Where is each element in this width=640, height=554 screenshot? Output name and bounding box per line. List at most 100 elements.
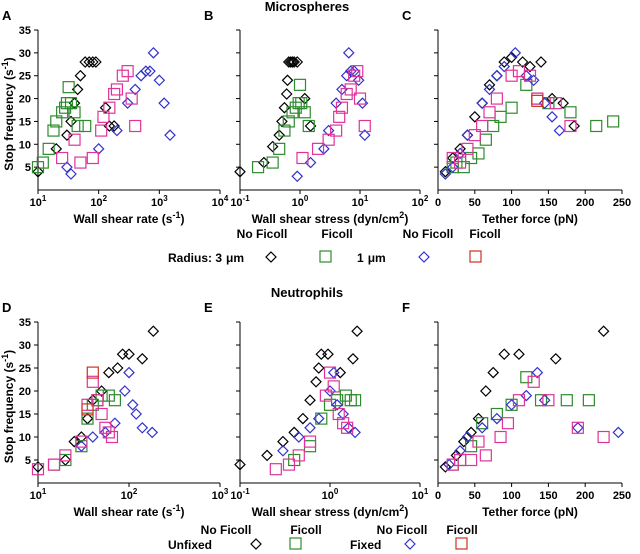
series-black-diamond — [234, 56, 317, 178]
x-tick-label: 103 — [151, 194, 168, 209]
data-point-diamond — [103, 120, 116, 132]
x-axis-label-main: Wall shear stress (dyn/cm — [252, 212, 400, 226]
data-point-square — [549, 97, 562, 110]
data-point-diamond — [513, 348, 525, 361]
data-point-diamond — [153, 74, 166, 87]
x-tick-label: 200 — [576, 490, 594, 502]
legend-radius-size: 1 — [357, 251, 364, 265]
y-axis-label-end: ) — [2, 57, 16, 61]
data-point-diamond — [102, 366, 115, 379]
data-point-diamond — [86, 56, 99, 68]
x-axis-label-end: ) — [404, 212, 408, 226]
tick-base: 10 — [230, 197, 242, 209]
tick-exponent: 3 — [163, 194, 168, 203]
data-point-square — [59, 449, 72, 462]
data-point-diamond — [79, 56, 92, 68]
data-point-diamond — [454, 147, 466, 160]
series-magenta-square — [446, 65, 577, 169]
legend-radius-prefix: Radius: 3 — [168, 251, 222, 265]
data-point-diamond — [75, 440, 88, 453]
data-point-square — [56, 151, 69, 165]
data-point-square — [335, 101, 349, 114]
data-point-square — [476, 417, 489, 430]
data-point-diamond — [90, 56, 102, 68]
data-point-diamond — [130, 408, 143, 420]
data-point-square — [91, 394, 104, 407]
data-point-diamond — [538, 394, 551, 407]
data-point-square — [505, 101, 518, 114]
x-tick-label: 100 — [292, 194, 309, 209]
data-point-square — [523, 69, 537, 82]
data-point-square — [571, 421, 584, 434]
data-point-diamond — [446, 161, 459, 173]
data-point-diamond — [276, 115, 288, 128]
series-red-square — [81, 366, 99, 416]
legend-radius-3um: Radius: 3 μm — [168, 251, 244, 265]
series-magenta-square — [31, 375, 119, 476]
y-axis-label-end: ) — [2, 350, 16, 354]
data-point-diamond — [472, 412, 485, 425]
data-point-square — [472, 435, 485, 448]
data-point-square — [483, 106, 496, 119]
x-axis-label: Wall shear rate (s-1) — [74, 210, 185, 226]
tick-exponent: 1 — [42, 194, 47, 203]
data-point-square — [47, 458, 61, 471]
data-point-square — [278, 124, 291, 137]
data-point-square — [339, 389, 352, 402]
data-point-square — [319, 389, 332, 402]
legend-marker-black-diamond — [250, 538, 262, 550]
data-point-diamond — [439, 168, 452, 180]
x-tick-label: 102 — [121, 487, 138, 502]
data-point-diamond — [549, 352, 562, 365]
tick-exponent: 1 — [424, 487, 429, 496]
data-point-diamond — [61, 129, 73, 141]
x-tick-label: 100 — [502, 197, 520, 209]
x-axis-label-main: Tether force (pN) — [482, 505, 578, 519]
data-point-square — [520, 78, 533, 91]
data-point-square — [105, 430, 119, 444]
data-point-diamond — [491, 412, 503, 425]
x-tick-label: 50 — [469, 197, 481, 209]
data-point-square — [330, 124, 343, 137]
y-tick-label: 35 — [19, 25, 31, 37]
data-point-square — [465, 440, 478, 453]
data-point-square — [348, 394, 362, 407]
data-point-diamond — [65, 115, 77, 128]
data-point-diamond — [304, 421, 316, 434]
x-axis-label-sup: -1 — [172, 503, 180, 513]
series-blue-diamond — [61, 47, 176, 180]
x-tick-label: 101 — [412, 487, 429, 502]
data-point-diamond — [286, 56, 299, 68]
x-axis-label-main: Wall shear rate (s — [74, 505, 173, 519]
x-axis-label-sup: 2 — [399, 503, 404, 513]
data-point-diamond — [568, 120, 581, 132]
data-point-diamond — [476, 97, 489, 109]
x-tick-label: 0 — [435, 490, 441, 502]
tick-base: 10 — [322, 490, 334, 502]
data-point-square — [86, 366, 99, 379]
data-point-square — [520, 371, 533, 384]
data-point-diamond — [571, 421, 584, 434]
data-point-square — [47, 458, 61, 471]
data-point-square — [542, 394, 555, 407]
x-tick-label: 101 — [352, 194, 369, 209]
data-point-diamond — [509, 47, 522, 59]
tick-base: 10 — [212, 197, 224, 209]
data-point-square — [534, 394, 548, 407]
data-point-diamond — [312, 412, 325, 425]
data-point-square — [582, 394, 595, 407]
data-point-square — [490, 407, 503, 421]
legend-top: No Ficoll Ficoll No Ficoll Ficoll Radius… — [168, 227, 501, 265]
tick-exponent: 0 — [304, 194, 309, 203]
data-point-diamond — [349, 426, 361, 439]
data-point-square — [597, 430, 610, 444]
data-point-diamond — [111, 124, 123, 137]
tick-base: 10 — [412, 197, 424, 209]
data-point-square — [531, 94, 544, 107]
data-point-diamond — [546, 111, 558, 123]
series-black-diamond — [32, 56, 121, 178]
y-axis-label: Stop frequency (s-1) — [0, 57, 16, 170]
data-point-diamond — [491, 69, 503, 82]
data-point-square — [560, 394, 573, 407]
